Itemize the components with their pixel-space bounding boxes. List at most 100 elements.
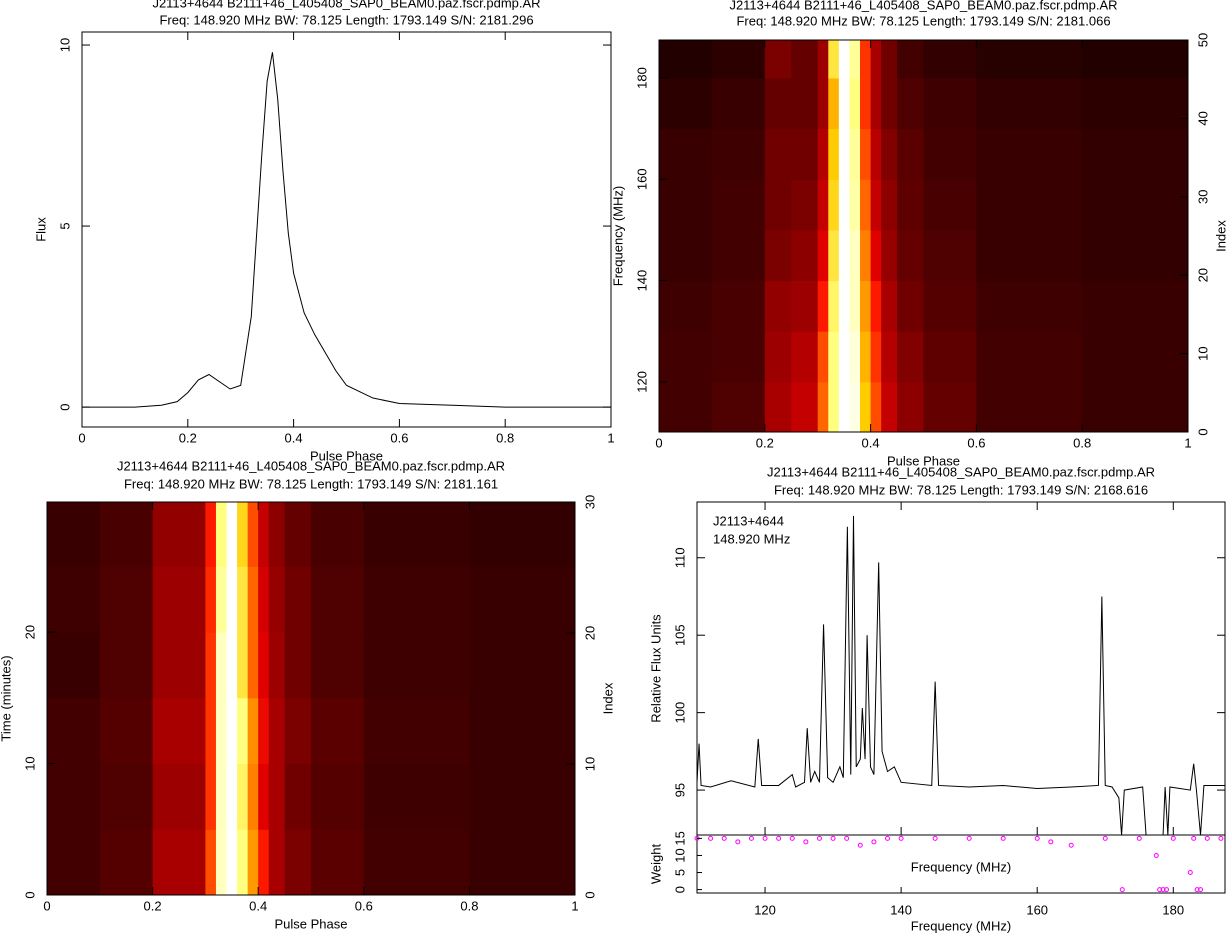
heat-cell [828,77,840,130]
panel: J2113+4644 B2111+46_L405408_SAP0_BEAM0.p… [33,0,614,463]
y2-axis-label: Index [1213,220,1226,252]
heat-cell [258,632,270,699]
heat-cell [215,697,228,765]
heat-cell [870,229,882,282]
data-line [697,515,1225,835]
y-tick-label: 110 [672,547,687,568]
heat-cell [897,128,924,180]
heat-cell [237,502,249,567]
weight-point [816,835,822,841]
x-tick-label: 1 [1184,435,1191,450]
heat-cell [870,128,882,180]
chart-subtitle: Freq: 148.920 MHz BW: 78.125 Length: 179… [159,12,533,27]
weight-point [1204,835,1210,841]
y-tick-label: 0 [22,891,37,898]
heat-cell [828,229,840,282]
x-axis-label: Pulse Phase [275,916,348,931]
weight-point [1119,887,1125,893]
annotation: 148.920 MHz [713,531,790,546]
heat-cell [897,40,924,79]
weight-point [1198,887,1204,893]
heat-cell [258,566,270,633]
x-axis-label: Frequency (MHz) [911,918,1011,933]
chart-title: J2113+4644 B2111+46_L405408_SAP0_BEAM0.p… [767,464,1155,479]
heat-cell [99,632,154,699]
heat-cell [860,229,872,282]
y2-axis-label: Index [600,682,615,714]
heat-cell [226,829,238,896]
heat-cell [205,763,217,830]
heat-cell [1082,128,1189,180]
heat-cell [311,566,365,633]
heat-cell [659,280,713,332]
annotation: J2113+4644 [713,513,784,528]
heat-cell [711,77,766,130]
weight-point [1153,852,1159,858]
heat-cell [469,763,576,830]
heat-cell [247,502,259,567]
x-tick-label: 180 [1162,902,1184,917]
x-tick-label: 0.8 [496,430,514,445]
heat-cell [268,763,286,830]
heat-cell [363,632,470,699]
weight-frame [696,834,1226,894]
heat-cell [47,502,101,567]
heat-cell [711,40,766,79]
heat-cell [881,280,898,332]
heat-cell [791,128,819,180]
heat-cell [976,128,1083,180]
heat-cell [205,632,217,699]
y2-tick-label: 10 [1195,346,1210,360]
heat-cell [469,566,576,633]
heat-cell [881,179,898,231]
y2-tick-label: 50 [1195,33,1210,47]
heat-cell [237,632,249,699]
heat-cell [791,179,819,231]
heat-cell [817,229,829,282]
plot-frame [46,501,576,896]
heat-cell [179,632,206,699]
heat-cell [711,280,766,332]
heat-cell [205,502,217,567]
weight-y-label: Weight [648,844,663,885]
chart-title: J2113+4644 B2111+46_L405408_SAP0_BEAM0.p… [729,0,1117,12]
y-tick-label: 105 [672,624,687,646]
panel: J2113+4644 B2111+46_L405408_SAP0_BEAM0.p… [0,458,615,931]
heat-cell [659,128,713,180]
heat-cell [226,502,238,567]
heat-cell [711,331,766,383]
heat-cell [1082,179,1189,231]
y-tick-label: 20 [22,625,37,639]
weight-point [1048,839,1054,845]
heat-cell [838,40,850,79]
heat-cell [284,697,312,765]
heat-cell [99,829,154,896]
heat-cell [1082,381,1189,433]
heat-cell [205,697,217,765]
heat-cell [881,381,898,433]
heat-cell [363,697,470,765]
heat-cell [284,829,312,896]
heat-cell [923,331,977,383]
weight-point [776,835,782,841]
heat-cell [258,829,270,896]
heat-cell [881,229,898,282]
weight-point [1170,835,1176,841]
x-tick-label: 1 [607,430,614,445]
weight-point [1034,835,1040,841]
heat-cell [99,697,154,765]
y-tick-label: 100 [672,702,687,724]
heat-cell [659,77,713,130]
heat-cell [870,77,882,130]
heat-cell [897,77,924,130]
heat-cell [311,763,365,830]
weight-point [803,839,809,845]
weight-point [748,835,754,841]
heat-cell [711,179,766,231]
weight-point [708,835,714,841]
y2-tick-label: 40 [1195,111,1210,125]
heat-cell [659,40,713,79]
panel: J2113+4644 B2111+46_L405408_SAP0_BEAM0.p… [648,464,1226,933]
heat-cell [838,280,850,332]
